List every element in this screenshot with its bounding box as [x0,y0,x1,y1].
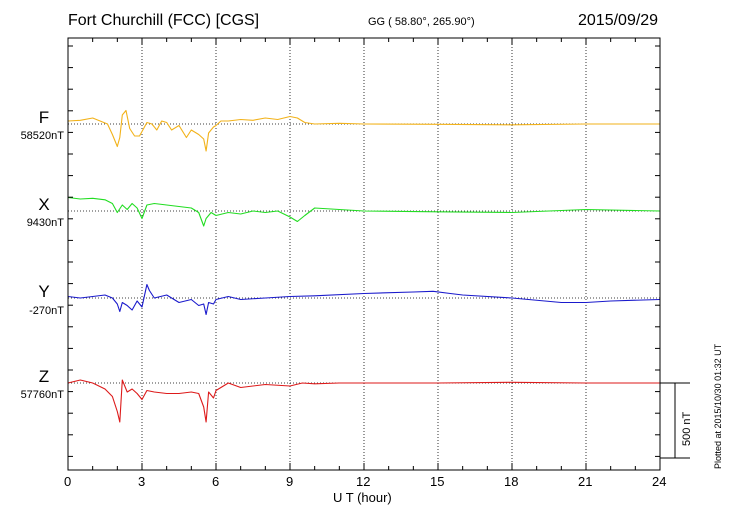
x-axis-label: U T (hour) [333,490,392,505]
traces [67,109,661,423]
geographic-coordinates: GG ( 58.80°, 265.90°) [368,16,475,28]
baseline-label-x: 9430nT [26,217,64,229]
baseline-label-y: -270nT [29,305,64,317]
x-tick-label-24: 24 [652,474,667,489]
x-tick-label-21: 21 [578,474,593,489]
component-label-y: Y [38,282,50,301]
trace-y [67,283,661,316]
x-tick-label-9: 9 [286,474,294,489]
baseline-label-f: 58520nT [20,130,64,142]
trace-f [67,109,660,152]
x-tick-label-15: 15 [430,474,445,489]
plotted-timestamp: Plotted at 2015/10/30 01:32 UT [713,343,723,469]
station-title: Fort Churchill (FCC) [CGS] [68,12,260,29]
x-tick-label-3: 3 [138,474,146,489]
grid-lines [141,38,587,470]
x-tick-label-0: 0 [64,474,72,489]
scale-bar-label: 500 nT [681,411,693,446]
trace-x [67,196,661,227]
component-label-x: X [38,195,50,214]
axis-ticks [67,38,661,470]
trace-z [67,379,660,423]
x-tick-label-6: 6 [212,474,220,489]
component-label-f: F [38,108,50,127]
component-label-z: Z [38,367,50,386]
scale-bar [660,382,690,459]
x-tick-label-18: 18 [504,474,519,489]
date-label: 2015/09/29 [578,12,659,29]
baseline-label-z: 57760nT [20,389,64,401]
x-tick-label-12: 12 [356,474,371,489]
